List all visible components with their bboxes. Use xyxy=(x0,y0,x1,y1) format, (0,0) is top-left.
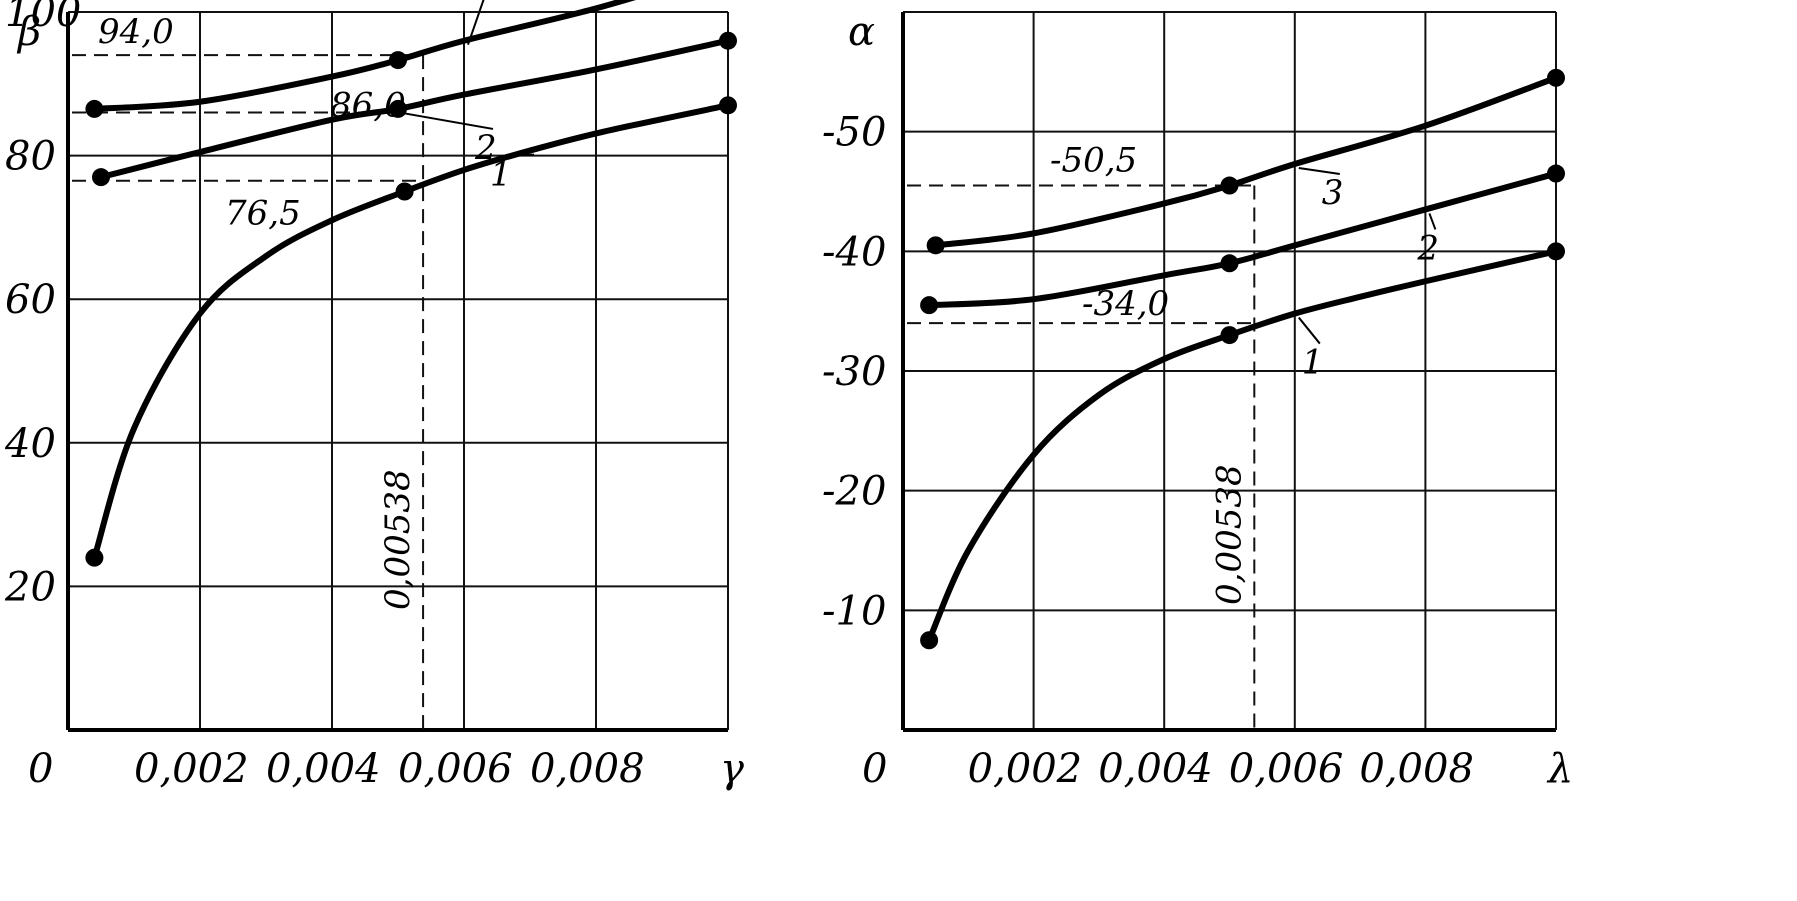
y-axis-label: β xyxy=(16,9,41,55)
data-point xyxy=(85,99,104,118)
alpha-chart-panel: -10 -20 -30 -40 -50 0 0,002 0,004 0,006 0,008 α λ 0,… xyxy=(822,9,1573,792)
data-point xyxy=(1547,242,1565,261)
x-axis-label: γ xyxy=(720,746,744,792)
y-tick-label: 100 xyxy=(5,0,81,36)
data-point xyxy=(719,31,737,50)
data-point xyxy=(1220,326,1239,345)
data-point xyxy=(1547,164,1565,183)
y-tick-label: -50 xyxy=(822,110,886,156)
data-point xyxy=(85,548,104,567)
curve-label: 3 xyxy=(1322,173,1344,213)
y-tick-label: 80 xyxy=(5,134,56,180)
reference-x-label: 0,00538 xyxy=(378,469,418,610)
curve-label: 2 xyxy=(474,128,497,168)
y-tick-label: 60 xyxy=(5,277,56,323)
reference-y-label: -50,5 xyxy=(1050,141,1137,181)
data-point xyxy=(926,236,945,255)
x-tick-label: 0,004 xyxy=(1098,746,1213,792)
data-point xyxy=(920,631,939,650)
beta-chart-panel: 20 40 60 80 100 0 0,002 0,004 0,006 0,008 β γ 0,0053… xyxy=(4,0,744,792)
x-tick-label: 0,002 xyxy=(134,746,249,792)
data-point xyxy=(1220,176,1239,195)
data-point xyxy=(1547,68,1565,87)
y-tick-label: -10 xyxy=(822,588,886,634)
curve-label: 1 xyxy=(490,155,512,195)
data-point xyxy=(395,182,414,201)
y-tick-label: 20 xyxy=(4,564,56,610)
x-tick-label: 0,006 xyxy=(1229,746,1344,792)
origin-label: 0 xyxy=(28,746,53,792)
data-point xyxy=(389,51,407,70)
series-line-3 xyxy=(932,74,1559,249)
x-tick-label: 0,008 xyxy=(530,746,645,792)
origin-label: 0 xyxy=(862,746,887,792)
series-line-2 xyxy=(98,37,731,181)
y-axis-label: α xyxy=(848,9,875,55)
x-axis-label: λ xyxy=(1546,746,1573,792)
y-tick-label: -20 xyxy=(822,469,886,515)
curve-label: 2 xyxy=(1416,228,1439,268)
series-line-1 xyxy=(926,248,1559,644)
reference-y-label: 76,5 xyxy=(225,194,301,234)
data-point xyxy=(719,96,737,115)
curve-label-leader xyxy=(1298,166,1340,175)
y-tick-label: -30 xyxy=(822,349,886,395)
series-line-2 xyxy=(926,170,1559,309)
series-line-1 xyxy=(91,102,731,561)
x-tick-label: 0,002 xyxy=(968,746,1083,792)
y-tick-label: -40 xyxy=(822,229,886,275)
data-point xyxy=(389,99,407,118)
curve-label-leader xyxy=(401,111,494,130)
curve-label: 1 xyxy=(1302,343,1324,383)
reference-y-label: 94,0 xyxy=(98,12,174,52)
data-point xyxy=(92,168,110,187)
data-point xyxy=(920,296,939,315)
x-tick-label: 0,004 xyxy=(266,746,381,792)
curve-label-leader xyxy=(467,0,485,46)
data-point xyxy=(1220,254,1239,273)
x-tick-label: 0,008 xyxy=(1359,746,1474,792)
x-tick-label: 0,006 xyxy=(398,746,513,792)
curve-label-leader xyxy=(1428,213,1437,230)
reference-x-label: 0,00538 xyxy=(1209,464,1249,605)
curve-label-leader xyxy=(507,153,535,157)
curve-label-leader xyxy=(1298,316,1321,345)
y-tick-label: 40 xyxy=(4,421,56,467)
